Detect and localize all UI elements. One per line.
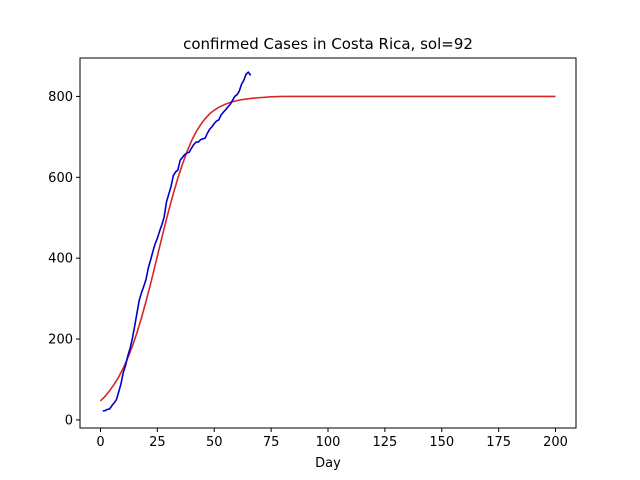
y-tick-label: 400 xyxy=(48,252,73,267)
y-tick-label: 200 xyxy=(48,333,73,348)
x-tick-label: 175 xyxy=(486,435,511,450)
plot-frame xyxy=(79,57,577,429)
x-axis: 0 25 50 75 100 125 150 175 200 xyxy=(96,428,568,450)
x-axis-title: Day xyxy=(315,456,341,471)
series-line-1 xyxy=(102,71,252,412)
x-tick-label: 0 xyxy=(96,435,104,450)
y-tick-label: 0 xyxy=(65,413,73,428)
x-tick-label: 125 xyxy=(372,435,397,450)
x-tick-label: 200 xyxy=(543,435,568,450)
x-tick-label: 100 xyxy=(316,435,341,450)
series-line-0 xyxy=(99,95,556,402)
y-tick-label: 800 xyxy=(48,90,73,105)
x-tick-label: 50 xyxy=(206,435,223,450)
plot-area xyxy=(99,71,556,412)
chart-title: confirmed Cases in Costa Rica, sol=92 xyxy=(183,35,473,53)
y-tick-label: 600 xyxy=(48,171,73,186)
y-axis: 0 200 400 600 800 xyxy=(48,90,80,428)
x-tick-label: 25 xyxy=(149,435,166,450)
x-tick-label: 150 xyxy=(429,435,454,450)
x-tick-label: 75 xyxy=(263,435,280,450)
